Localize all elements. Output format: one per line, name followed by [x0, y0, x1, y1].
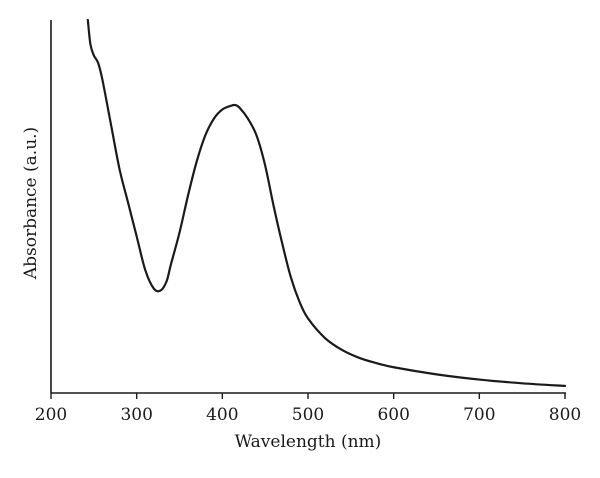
x-tick-label-300: 300: [120, 405, 152, 425]
x-tick-label-800: 800: [549, 405, 581, 425]
x-tick-label-500: 500: [292, 405, 324, 425]
x-axis-title: Wavelength (nm): [235, 432, 382, 452]
x-axis-tick-labels: 200 300 400 500 600 700 800: [35, 405, 581, 425]
x-tick-label-600: 600: [377, 405, 409, 425]
x-tick-label-700: 700: [463, 405, 495, 425]
x-tick-label-400: 400: [206, 405, 238, 425]
x-axis-ticks: [50, 393, 566, 399]
absorbance-spectrum-line: [86, 18, 567, 388]
x-tick-label-200: 200: [35, 405, 67, 425]
y-axis-title: Absorbance (a.u.): [21, 127, 41, 280]
